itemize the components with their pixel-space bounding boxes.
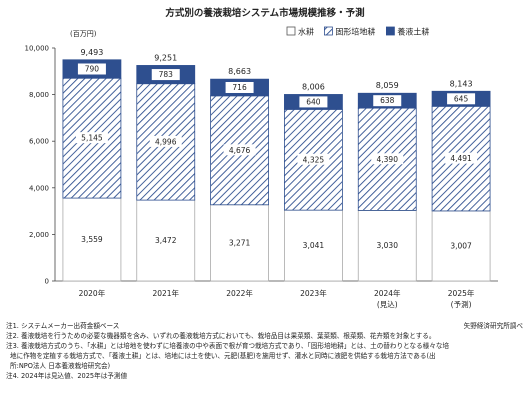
- value-label: 3,007: [450, 241, 472, 250]
- y-tick-label: 10,000: [25, 45, 50, 53]
- legend-label: 養液土耕: [397, 27, 429, 37]
- total-label: 8,006: [302, 82, 325, 91]
- value-label: 4,996: [155, 137, 177, 146]
- value-label-background: [373, 95, 402, 107]
- total-label: 8,143: [450, 79, 473, 88]
- legend-label: 水耕: [298, 27, 314, 37]
- value-label: 790: [85, 64, 100, 73]
- value-label-background: [299, 96, 328, 108]
- x-tick-label: 2022年: [226, 288, 253, 298]
- x-tick-label: 2024年: [374, 288, 401, 298]
- value-label-background: [371, 153, 404, 165]
- value-label-background: [223, 144, 256, 156]
- value-label: 640: [306, 97, 321, 106]
- value-label-background: [75, 132, 108, 144]
- value-label: 638: [380, 96, 395, 105]
- value-label-background: [225, 81, 254, 93]
- legend-swatch-2: [323, 26, 333, 36]
- note-line: 注2. 養液栽培を行うための必要な機器類を含み、いずれの養液栽培方式においても、…: [6, 332, 436, 340]
- value-label: 3,041: [303, 241, 325, 250]
- value-label-background: [445, 152, 478, 164]
- y-tick-label: 4,000: [29, 184, 49, 192]
- x-tick-sublabel: (予測): [451, 299, 472, 309]
- value-label-background: [77, 63, 106, 75]
- x-tick-sublabel: (見込): [377, 300, 398, 309]
- value-label-background: [297, 153, 330, 165]
- value-label: 3,472: [155, 236, 177, 245]
- legend: 水耕 固形培地耕 養液土耕: [286, 26, 429, 37]
- x-tick-label: 2023年: [300, 288, 327, 298]
- axes: 0 2,000 4,000 6,000 8,000 10,000 2020年 2021年 202…: [25, 45, 498, 309]
- chart-title: 方式別の養液栽培システム市場規模推移・予測: [165, 7, 364, 19]
- x-tick-label: 2020年: [79, 288, 106, 298]
- value-label-background: [149, 135, 182, 147]
- bars: 3,559 5,145 790 9,493 3,472 4,996 783 9,251 3,27…: [62, 48, 491, 282]
- note-line: 注4. 2024年は見込値、2025年は予測値: [6, 372, 128, 380]
- value-label: 4,325: [303, 155, 325, 164]
- y-axis-unit: (百万円): [70, 30, 97, 38]
- bar-segment-1: [62, 197, 122, 282]
- y-tick-label: 8,000: [29, 91, 49, 99]
- value-label: 716: [232, 83, 247, 92]
- bar-segment-1: [210, 204, 269, 282]
- value-label: 4,390: [377, 155, 399, 164]
- value-label: 3,559: [81, 235, 103, 244]
- notes: 注1. システムメーカー出荷金額ベース 注2. 養液栽培を行うための必要な機器類…: [6, 321, 525, 381]
- y-tick-label: 6,000: [29, 138, 49, 146]
- note-line: 注3. 養液栽培方式のうち、「水耕」とは培地を使わずに培養液の中や表面で根が育つ…: [6, 342, 450, 350]
- source-credit: 矢野経済研究所調べ: [463, 322, 523, 330]
- total-label: 8,059: [376, 81, 399, 90]
- total-label: 9,493: [80, 48, 103, 57]
- value-label: 3,271: [229, 238, 251, 247]
- y-tick-label: 2,000: [29, 231, 49, 239]
- value-label: 4,676: [229, 146, 251, 155]
- bar-segment-1: [284, 209, 343, 282]
- value-label: 645: [454, 94, 469, 103]
- stacked-bar-chart: 方式別の養液栽培システム市場規模推移・予測 (百万円) 水耕 固形培地耕 養液土耕 …: [25, 7, 498, 309]
- total-label: 8,663: [228, 67, 251, 76]
- value-label: 5,145: [81, 134, 103, 143]
- bar-segment-1: [357, 210, 417, 282]
- y-tick-label: 0: [45, 278, 49, 286]
- x-tick-label: 2025年: [448, 288, 475, 298]
- legend-swatch-1: [286, 26, 296, 36]
- value-label: 4,491: [450, 154, 472, 163]
- value-label-background: [151, 69, 180, 81]
- note-line: 注1. システムメーカー出荷金額ベース: [6, 322, 120, 330]
- value-label-background: [447, 93, 476, 105]
- x-tick-label: 2021年: [152, 288, 179, 298]
- note-line: 地に作物を定植する栽培方式で、「養液土耕」とは、培地には土を使い、元肥(基肥)を…: [10, 352, 436, 360]
- note-line: 所:NPO法人 日本養液栽培研究会): [10, 362, 111, 370]
- value-label: 3,030: [377, 241, 399, 250]
- total-label: 9,251: [154, 53, 177, 62]
- bar-segment-1: [431, 210, 491, 282]
- value-label: 783: [159, 70, 174, 79]
- legend-label: 固形培地耕: [335, 27, 375, 37]
- legend-swatch-3: [385, 26, 395, 36]
